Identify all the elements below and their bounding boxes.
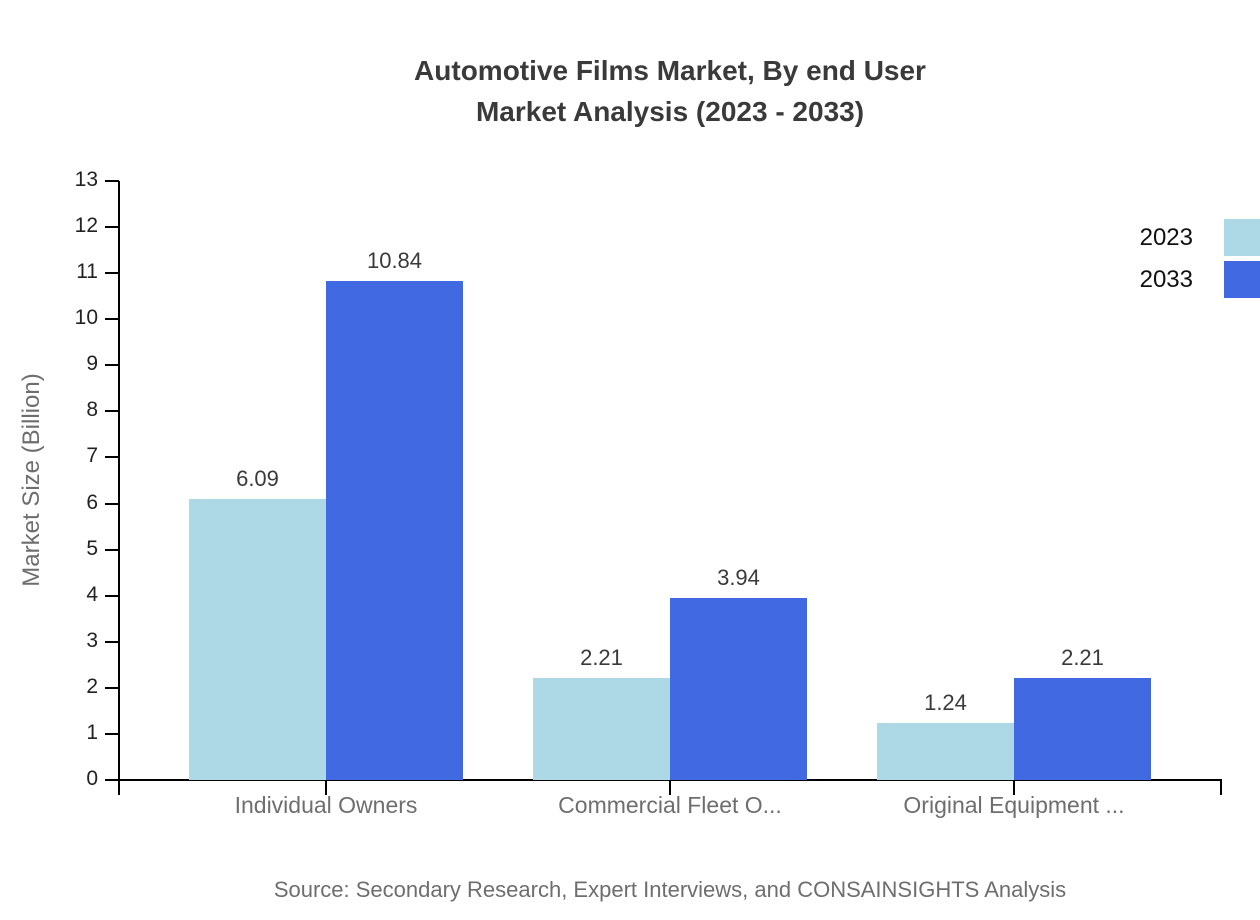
y-axis-line bbox=[118, 181, 120, 795]
chart-title-line2: Market Analysis (2023 - 2033) bbox=[475, 96, 865, 127]
y-tick-mark bbox=[105, 548, 119, 551]
y-tick-label: 3 bbox=[86, 628, 98, 652]
bar-2023 bbox=[533, 678, 670, 780]
bar-value-label: 1.24 bbox=[924, 690, 967, 715]
legend: 2023 2033 bbox=[1140, 217, 1260, 301]
bar-value-label: 2.21 bbox=[580, 645, 623, 670]
y-tick-mark bbox=[105, 226, 119, 229]
y-tick-label: 13 bbox=[74, 168, 98, 191]
y-tick-mark bbox=[105, 686, 119, 689]
bar-2023 bbox=[189, 499, 326, 780]
y-tick-label: 4 bbox=[86, 582, 98, 606]
legend-swatch-icon bbox=[1224, 219, 1260, 256]
y-tick-label: 11 bbox=[76, 260, 98, 284]
legend-swatch-icon bbox=[1224, 261, 1260, 298]
y-tick-label: 12 bbox=[74, 214, 98, 238]
y-tick-mark bbox=[105, 410, 119, 413]
y-tick-label: 8 bbox=[86, 398, 98, 422]
x-axis-line bbox=[105, 779, 1222, 781]
bar-value-label: 2.21 bbox=[1061, 645, 1104, 670]
y-tick-mark bbox=[105, 318, 119, 321]
legend-label: 2023 bbox=[1139, 223, 1193, 251]
y-tick-mark bbox=[105, 594, 119, 597]
y-tick-label: 9 bbox=[86, 352, 98, 376]
legend-item-2033: 2033 bbox=[1140, 259, 1260, 300]
x-tick-mark bbox=[1220, 780, 1222, 795]
y-tick-label: 7 bbox=[86, 444, 98, 468]
y-tick-mark bbox=[105, 640, 119, 643]
y-tick-mark bbox=[105, 364, 119, 367]
y-tick-mark bbox=[105, 779, 119, 781]
y-tick-mark bbox=[105, 456, 119, 459]
bar-2033 bbox=[1014, 678, 1151, 780]
bar-value-label: 10.84 bbox=[366, 248, 423, 273]
x-tick-mark bbox=[325, 780, 327, 795]
x-tick-mark bbox=[669, 780, 671, 795]
bar-value-label: 3.94 bbox=[717, 565, 760, 590]
source-text: Source: Secondary Research, Expert Inter… bbox=[273, 877, 1067, 902]
y-tick-mark bbox=[105, 272, 119, 275]
y-tick-label: 2 bbox=[86, 674, 98, 698]
legend-item-2023: 2023 bbox=[1140, 217, 1260, 258]
chart-title-line1: Automotive Films Market, By end User bbox=[414, 55, 926, 86]
bar-value-label: 6.09 bbox=[236, 466, 279, 491]
y-tick-mark bbox=[105, 502, 119, 505]
chart-title: Automotive Films Market, By end User Mar… bbox=[118, 50, 1222, 132]
x-category-label: Individual Owners bbox=[234, 792, 418, 818]
y-tick-mark bbox=[105, 180, 119, 182]
x-category-label: Commercial Fleet O... bbox=[558, 792, 782, 818]
legend-label: 2033 bbox=[1139, 265, 1193, 293]
bar-2033 bbox=[670, 598, 807, 780]
bar-2033 bbox=[326, 281, 463, 780]
bar-2023 bbox=[877, 723, 1014, 780]
y-tick-mark bbox=[105, 732, 119, 735]
y-tick-label: 10 bbox=[74, 306, 98, 330]
y-tick-label: 1 bbox=[86, 720, 98, 744]
y-tick-label: 0 bbox=[86, 767, 98, 790]
y-tick-label: 5 bbox=[86, 536, 98, 560]
y-tick-label: 6 bbox=[86, 490, 98, 514]
x-tick-mark bbox=[1013, 780, 1015, 795]
x-category-label: Original Equipment ... bbox=[903, 792, 1125, 818]
